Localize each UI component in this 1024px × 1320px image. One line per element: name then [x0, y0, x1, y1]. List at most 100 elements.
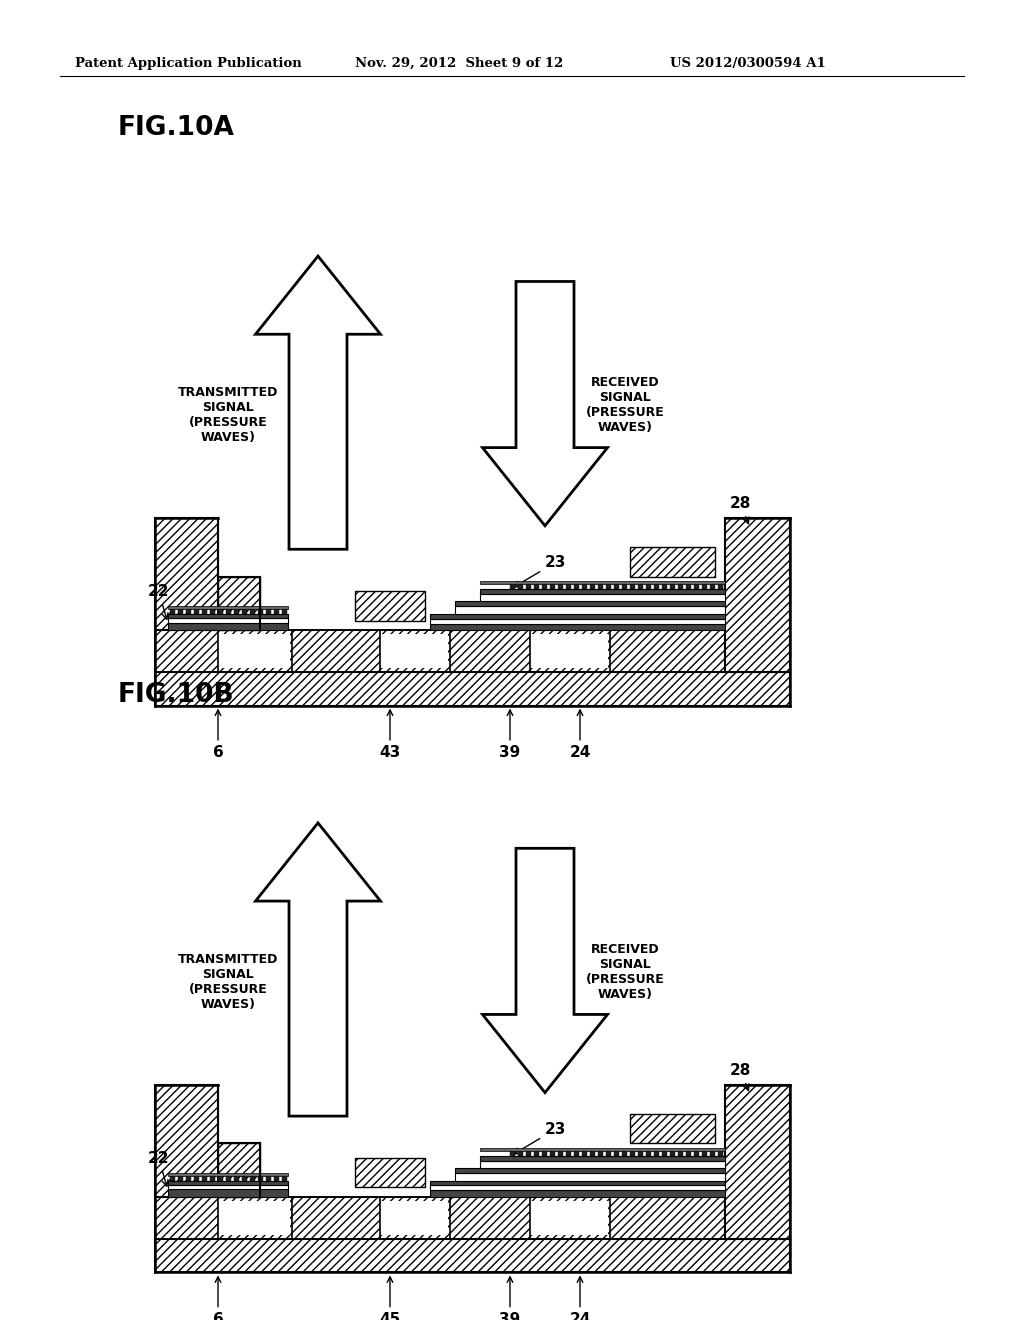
Text: 23: 23: [514, 554, 566, 587]
Bar: [654, 1151, 659, 1156]
Bar: [550, 585, 555, 589]
Text: 45: 45: [379, 1312, 400, 1320]
Text: TRANSMITTED
SIGNAL
(PRESSURE
WAVES): TRANSMITTED SIGNAL (PRESSURE WAVES): [178, 385, 279, 444]
Bar: [168, 614, 288, 618]
Bar: [178, 1176, 183, 1180]
Bar: [598, 1151, 603, 1156]
Bar: [550, 1151, 555, 1156]
Bar: [168, 618, 288, 623]
Text: Patent Application Publication: Patent Application Publication: [75, 57, 302, 70]
Bar: [266, 609, 271, 614]
Text: 22: 22: [148, 585, 170, 619]
Bar: [542, 585, 547, 589]
Bar: [480, 1156, 725, 1162]
Text: RECEIVED
SIGNAL
(PRESSURE
WAVES): RECEIVED SIGNAL (PRESSURE WAVES): [586, 942, 665, 1001]
Bar: [380, 1201, 449, 1236]
Text: 28: 28: [730, 1063, 752, 1090]
Bar: [226, 609, 231, 614]
Bar: [725, 1085, 790, 1239]
Text: FIG.10B: FIG.10B: [118, 682, 234, 708]
Bar: [480, 1162, 725, 1168]
Bar: [455, 601, 725, 606]
Bar: [186, 609, 191, 614]
Bar: [566, 1151, 571, 1156]
Bar: [662, 1151, 667, 1156]
Bar: [480, 1148, 725, 1151]
Text: 24: 24: [569, 746, 591, 760]
Bar: [718, 585, 723, 589]
Bar: [718, 1151, 723, 1156]
Text: 39: 39: [500, 1312, 520, 1320]
Bar: [266, 1176, 271, 1180]
Bar: [646, 585, 651, 589]
Bar: [274, 609, 279, 614]
Bar: [694, 1151, 699, 1156]
Bar: [630, 548, 715, 577]
Bar: [542, 1151, 547, 1156]
Text: 6: 6: [213, 746, 223, 760]
Bar: [455, 1172, 725, 1180]
Text: 39: 39: [500, 746, 520, 760]
Bar: [218, 1201, 290, 1236]
Bar: [430, 619, 725, 623]
Bar: [250, 609, 255, 614]
Bar: [168, 623, 288, 631]
Bar: [702, 585, 707, 589]
Bar: [534, 585, 539, 589]
Bar: [218, 609, 223, 614]
Bar: [590, 585, 595, 589]
Bar: [186, 1176, 191, 1180]
Bar: [725, 517, 790, 672]
Text: Nov. 29, 2012  Sheet 9 of 12: Nov. 29, 2012 Sheet 9 of 12: [355, 57, 563, 70]
Bar: [630, 585, 635, 589]
Text: 28: 28: [730, 496, 752, 524]
Bar: [155, 1197, 725, 1239]
Bar: [380, 635, 449, 668]
Bar: [590, 1151, 595, 1156]
Bar: [678, 1151, 683, 1156]
Bar: [155, 672, 790, 706]
Bar: [686, 585, 691, 589]
Bar: [430, 614, 725, 619]
Bar: [210, 1176, 215, 1180]
Text: 6: 6: [213, 1312, 223, 1320]
Bar: [670, 585, 675, 589]
Bar: [614, 585, 618, 589]
Bar: [170, 1176, 175, 1180]
Bar: [234, 1176, 239, 1180]
Bar: [566, 585, 571, 589]
Text: US 2012/0300594 A1: US 2012/0300594 A1: [670, 57, 825, 70]
Bar: [702, 1151, 707, 1156]
Bar: [606, 585, 611, 589]
Bar: [614, 1151, 618, 1156]
Bar: [646, 1151, 651, 1156]
Bar: [218, 1143, 260, 1197]
Bar: [558, 585, 563, 589]
Bar: [242, 609, 247, 614]
Text: RECEIVED
SIGNAL
(PRESSURE
WAVES): RECEIVED SIGNAL (PRESSURE WAVES): [586, 376, 665, 434]
Bar: [194, 1176, 199, 1180]
Bar: [678, 585, 683, 589]
Bar: [194, 609, 199, 614]
Bar: [630, 1114, 715, 1143]
Bar: [710, 1151, 715, 1156]
Bar: [258, 609, 263, 614]
Bar: [430, 1191, 725, 1197]
Bar: [526, 1151, 531, 1156]
Bar: [480, 589, 725, 594]
Bar: [630, 1151, 635, 1156]
Bar: [558, 1151, 563, 1156]
Bar: [218, 1176, 223, 1180]
Bar: [202, 1176, 207, 1180]
Bar: [455, 606, 725, 614]
Bar: [168, 1184, 288, 1189]
Bar: [282, 609, 287, 614]
Bar: [574, 585, 579, 589]
Text: 43: 43: [379, 746, 400, 760]
Bar: [574, 1151, 579, 1156]
Bar: [518, 585, 523, 589]
Bar: [686, 1151, 691, 1156]
Text: 22: 22: [148, 1151, 170, 1187]
Bar: [455, 1168, 725, 1172]
Bar: [218, 635, 290, 668]
